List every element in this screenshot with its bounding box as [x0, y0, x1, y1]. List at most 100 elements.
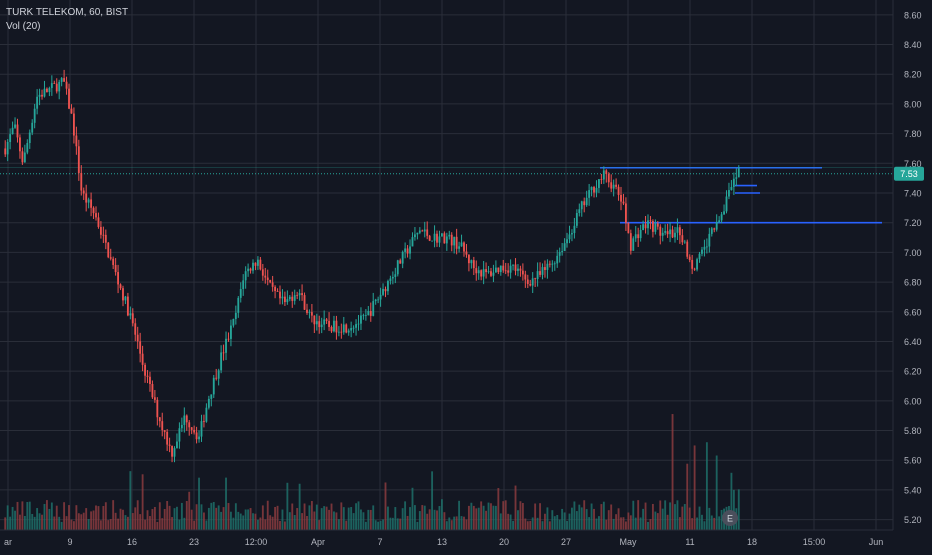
volume-bar	[612, 518, 615, 530]
candle-body	[536, 271, 539, 280]
volume-bar	[521, 502, 524, 530]
candle-body	[610, 182, 613, 189]
volume-bar	[438, 506, 441, 530]
volume-bar	[80, 514, 83, 530]
candle-body	[131, 313, 134, 324]
volume-bar	[205, 520, 208, 530]
candle-body	[409, 246, 411, 254]
volume-bar	[266, 500, 269, 530]
candle-body	[259, 259, 262, 270]
candle-body	[431, 240, 434, 242]
candle-body	[126, 296, 129, 316]
chart-legend: TURK TELEKOM, 60, BIST Vol (20)	[6, 6, 128, 34]
candle-body	[485, 269, 488, 273]
volume-bar	[551, 510, 554, 530]
candle-body	[153, 397, 156, 400]
candle-body	[686, 241, 689, 257]
candle-body	[615, 184, 618, 187]
candle-body	[678, 227, 681, 236]
candle-body	[637, 234, 640, 239]
candle-body	[210, 394, 213, 399]
volume-bar	[384, 482, 387, 530]
candle-body	[583, 201, 586, 206]
candle-body	[43, 88, 46, 97]
candle-body	[580, 201, 583, 210]
volume-bar	[696, 517, 698, 530]
horizontal-lines[interactable]	[0, 166, 893, 224]
candle-body	[590, 187, 593, 191]
volume-bar	[659, 500, 662, 530]
y-tick-label: 6.00	[904, 396, 922, 406]
candle-body	[418, 230, 421, 233]
candle-body	[622, 201, 625, 204]
candle-body	[21, 151, 24, 163]
volume-bar	[102, 506, 105, 530]
candle-body	[151, 384, 154, 398]
x-tick-label: 15:00	[803, 537, 826, 547]
volume-bar	[232, 517, 235, 530]
candle-body	[80, 172, 83, 191]
volume-bar	[585, 509, 588, 530]
candle-body	[647, 220, 649, 229]
candle-body	[190, 427, 193, 430]
volume-bar	[713, 517, 716, 530]
volume-bar	[617, 508, 620, 530]
volume-bar	[151, 509, 154, 530]
volume-bar	[578, 504, 581, 530]
candle-body	[477, 270, 480, 274]
candle-body	[649, 220, 652, 222]
volume-bar	[323, 506, 326, 530]
volume-bars	[4, 414, 740, 530]
markers[interactable]: E	[722, 510, 738, 526]
candle-body	[681, 235, 684, 243]
volume-bar	[72, 521, 75, 530]
volume-bar	[149, 516, 151, 530]
volume-bar	[55, 505, 58, 530]
volume-bar	[41, 514, 43, 530]
volume-bar	[639, 517, 642, 530]
candle-body	[264, 275, 267, 278]
candle-body	[119, 284, 122, 289]
volume-bar	[710, 515, 713, 530]
candle-body	[588, 190, 591, 198]
candle-body	[163, 430, 166, 432]
candle-body	[333, 320, 335, 332]
y-tick-label: 8.00	[904, 99, 922, 109]
candle-body	[117, 272, 120, 285]
volume-label[interactable]: Vol (20)	[6, 21, 41, 32]
volume-bar	[303, 503, 306, 530]
x-tick-label: 7	[377, 537, 382, 547]
volume-bar	[274, 506, 277, 530]
volume-bar	[600, 504, 603, 530]
volume-bar	[615, 514, 618, 530]
candle-body	[460, 242, 463, 247]
candle-body	[232, 319, 235, 326]
volume-bar	[252, 513, 254, 530]
volume-bar	[203, 512, 205, 530]
volume-bar	[644, 502, 647, 530]
candle-body	[161, 421, 164, 431]
volume-bar	[352, 513, 355, 530]
volume-bar	[416, 521, 419, 530]
candle-body	[497, 267, 500, 273]
volume-bar	[161, 518, 164, 530]
candle-body	[458, 246, 461, 249]
candle-body	[480, 270, 483, 277]
volume-bar	[440, 499, 443, 530]
candle-body	[70, 108, 73, 114]
volume-bar	[588, 517, 591, 530]
volume-bar	[651, 503, 654, 530]
candle-body	[261, 269, 264, 276]
candle-body	[514, 264, 517, 271]
candle-body	[683, 241, 686, 243]
candle-body	[313, 315, 316, 325]
volume-bar	[389, 517, 392, 530]
y-tick-label: 7.00	[904, 248, 922, 258]
volume-bar	[28, 501, 31, 530]
volume-bar	[46, 500, 48, 530]
symbol-label[interactable]: TURK TELEKOM, 60, BIST	[6, 7, 129, 18]
volume-bar	[87, 519, 90, 530]
candle-body	[244, 271, 247, 281]
